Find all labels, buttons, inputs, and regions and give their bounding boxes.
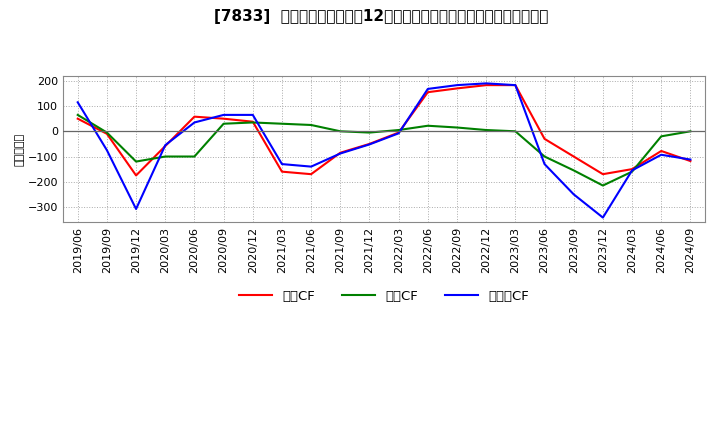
投資CF <box>73 112 82 117</box>
投資CF <box>278 121 287 126</box>
営業CF <box>220 116 228 121</box>
フリーCF <box>102 147 111 153</box>
営業CF <box>511 82 520 88</box>
営業CF <box>336 150 345 155</box>
営業CF <box>598 172 607 177</box>
Text: [7833]  キャッシュフローの12か月移動合計の対前年同期増減額の推移: [7833] キャッシュフローの12か月移動合計の対前年同期増減額の推移 <box>215 9 549 24</box>
投資CF <box>482 128 490 133</box>
フリーCF <box>365 142 374 147</box>
投資CF <box>220 121 228 126</box>
投資CF <box>102 130 111 135</box>
フリーCF <box>73 99 82 105</box>
フリーCF <box>686 157 695 162</box>
営業CF <box>307 172 315 177</box>
営業CF <box>453 86 462 91</box>
フリーCF <box>511 82 520 88</box>
営業CF <box>570 154 578 159</box>
投資CF <box>453 125 462 130</box>
営業CF <box>190 114 199 119</box>
フリーCF <box>336 151 345 156</box>
投資CF <box>423 123 432 128</box>
フリーCF <box>190 120 199 125</box>
投資CF <box>686 128 695 134</box>
投資CF <box>132 159 140 164</box>
フリーCF <box>423 86 432 92</box>
フリーCF <box>248 112 257 117</box>
投資CF <box>248 120 257 125</box>
フリーCF <box>161 143 170 148</box>
投資CF <box>161 154 170 159</box>
投資CF <box>570 168 578 173</box>
営業CF <box>423 90 432 95</box>
営業CF <box>657 148 665 154</box>
投資CF <box>511 128 520 134</box>
投資CF <box>365 130 374 135</box>
フリーCF <box>540 161 549 167</box>
営業CF <box>102 131 111 136</box>
投資CF <box>657 134 665 139</box>
フリーCF <box>395 131 403 136</box>
Y-axis label: （百万円）: （百万円） <box>15 132 25 165</box>
フリーCF <box>598 215 607 220</box>
営業CF <box>73 116 82 121</box>
投資CF <box>190 154 199 159</box>
フリーCF <box>570 192 578 197</box>
フリーCF <box>482 81 490 86</box>
Line: 営業CF: 営業CF <box>78 85 690 176</box>
投資CF <box>336 128 345 134</box>
営業CF <box>540 136 549 142</box>
フリーCF <box>132 206 140 212</box>
フリーCF <box>628 168 636 173</box>
営業CF <box>482 82 490 88</box>
フリーCF <box>307 164 315 169</box>
フリーCF <box>220 112 228 117</box>
営業CF <box>132 173 140 178</box>
Legend: 営業CF, 投資CF, フリーCF: 営業CF, 投資CF, フリーCF <box>234 284 534 308</box>
フリーCF <box>657 152 665 158</box>
投資CF <box>307 122 315 128</box>
Line: 投資CF: 投資CF <box>78 115 690 186</box>
投資CF <box>540 154 549 159</box>
営業CF <box>278 169 287 174</box>
フリーCF <box>453 82 462 88</box>
営業CF <box>365 141 374 147</box>
営業CF <box>628 166 636 172</box>
投資CF <box>395 128 403 133</box>
投資CF <box>598 183 607 188</box>
営業CF <box>248 119 257 125</box>
Line: フリーCF: フリーCF <box>78 83 690 217</box>
営業CF <box>395 130 403 135</box>
投資CF <box>628 169 636 174</box>
フリーCF <box>278 161 287 167</box>
営業CF <box>686 158 695 164</box>
